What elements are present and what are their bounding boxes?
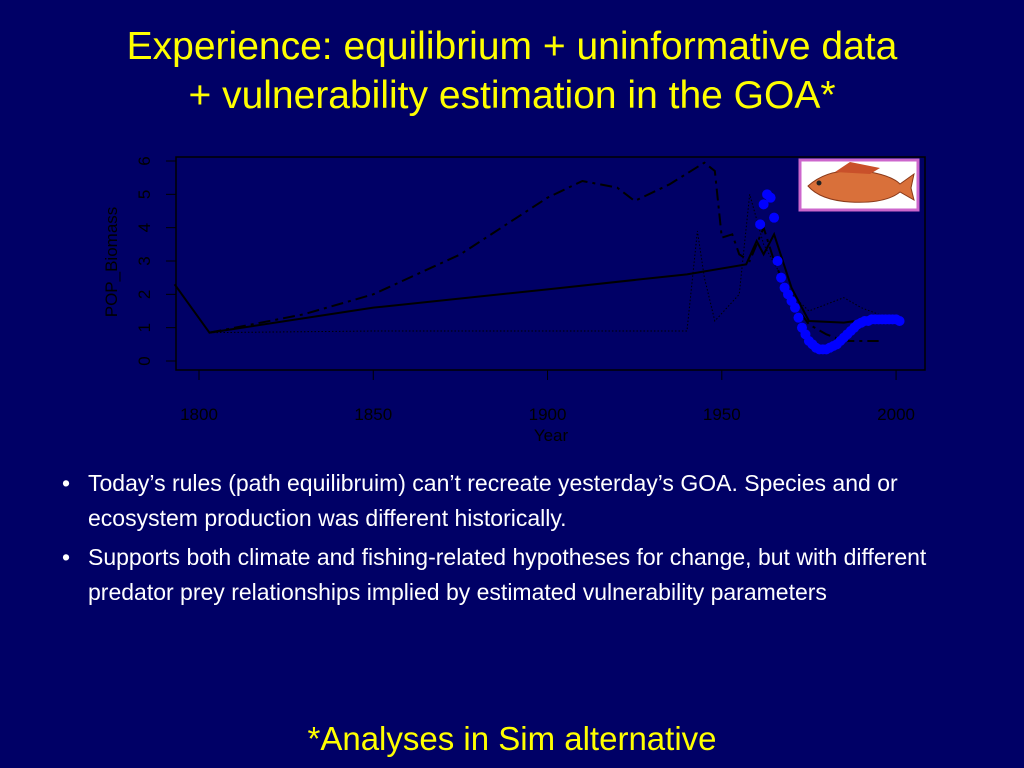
- data-point: [894, 316, 905, 326]
- data-point: [769, 212, 780, 223]
- title-line: + vulnerability estimation in the GOA*: [188, 74, 836, 117]
- y-tick-label: 5: [135, 190, 154, 199]
- title-line: Experience: equilibrium + uninformative …: [126, 25, 898, 68]
- x-tick-label: 2000: [877, 405, 915, 424]
- y-tick-label: 0: [135, 356, 154, 365]
- data-point: [765, 192, 776, 203]
- fish-image: [798, 158, 920, 212]
- bullet: Supports both climate and fishing-relate…: [62, 540, 962, 610]
- x-tick-label: 1850: [354, 405, 392, 424]
- data-point: [776, 272, 787, 283]
- data-point: [758, 199, 769, 210]
- x-tick-label: 1800: [180, 405, 218, 424]
- bullet: Today’s rules (path equilibruim) can’t r…: [62, 466, 962, 536]
- footnote: *Analyses in Sim alternative: [307, 720, 717, 757]
- x-tick-label: 1900: [529, 405, 567, 424]
- series-line: [173, 231, 879, 334]
- y-axis-label: POP_Biomass: [102, 207, 121, 318]
- x-tick-label: 1950: [703, 405, 741, 424]
- data-point: [772, 256, 783, 266]
- slide-title: Experience: equilibrium + uninformative …: [0, 22, 1024, 120]
- bullet-list: Today’s rules (path equilibruim) can’t r…: [62, 466, 962, 614]
- y-tick-label: 2: [135, 290, 154, 299]
- x-axis-label: Year: [534, 426, 569, 445]
- y-tick-label: 1: [135, 323, 154, 332]
- data-point: [789, 302, 800, 313]
- y-tick-label: 6: [135, 156, 154, 165]
- y-tick-label: 3: [135, 256, 154, 265]
- plot-frame: [175, 156, 926, 371]
- chart: Year POP_Biomass 1800 1850 1900 1950 2000 0 1 2…: [102, 156, 926, 445]
- data-point: [755, 219, 766, 230]
- series-line: [209, 161, 879, 342]
- data-point: [793, 312, 804, 323]
- y-tick-label: 4: [135, 223, 154, 232]
